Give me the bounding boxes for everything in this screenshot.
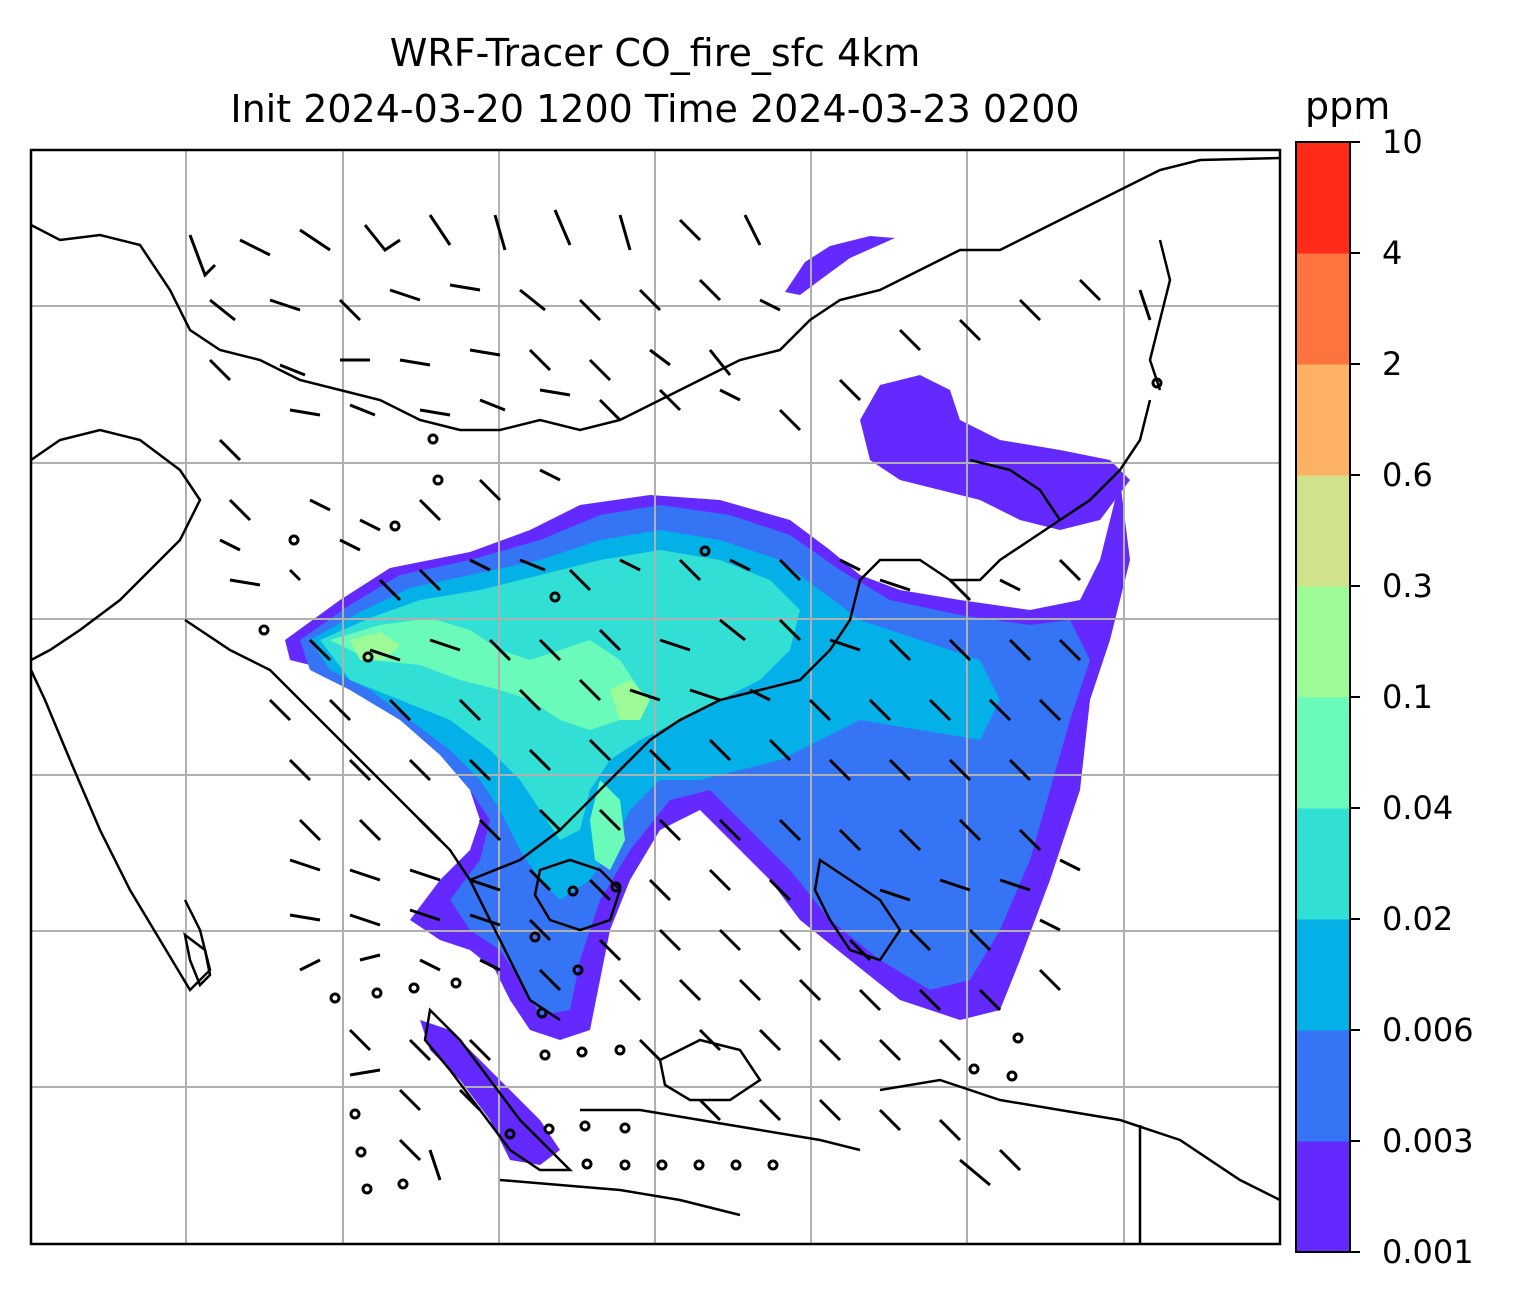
- colorbar-tick-label: 0.04: [1382, 789, 1454, 827]
- colorbar: [1295, 141, 1360, 1253]
- plume-level-1-borneo: [420, 1020, 560, 1165]
- map-frame: [29, 148, 1282, 1246]
- colorbar-unit: ppm: [1305, 84, 1391, 128]
- colorbar-tick-label: 10: [1382, 123, 1423, 161]
- colorbar-segment: [1296, 253, 1350, 365]
- colorbar-segment: [1296, 142, 1350, 254]
- plume-level-5: [330, 618, 640, 730]
- colorbar-tick-label: 0.6: [1382, 456, 1433, 494]
- colorbar-tick-label: 0.006: [1382, 1011, 1474, 1049]
- colorbar-segment: [1296, 1141, 1350, 1253]
- colorbar-tick-label: 0.1: [1382, 678, 1433, 716]
- colorbar-tick-label: 2: [1382, 345, 1403, 383]
- colorbar-tick-label: 0.003: [1382, 1122, 1474, 1160]
- colorbar-tick-label: 0.001: [1382, 1233, 1474, 1271]
- colorbar-segment: [1296, 364, 1350, 476]
- coastlines: [31, 156, 1280, 1244]
- colorbar-tick-label: 4: [1382, 234, 1403, 272]
- colorbar-segment: [1296, 919, 1350, 1031]
- colorbar-segment: [1296, 1030, 1350, 1142]
- wind-barbs: [188, 209, 1152, 1187]
- colorbar-segment: [1296, 697, 1350, 809]
- calm-markers: [258, 377, 1163, 1195]
- plume-level-1-strip: [785, 236, 895, 295]
- chart-title-line1: WRF-Tracer CO_fire_sfc 4km: [389, 31, 921, 75]
- colorbar-segment: [1296, 586, 1350, 698]
- colorbar-tick-label: 0.02: [1382, 900, 1454, 938]
- plume-level-6b: [610, 680, 650, 720]
- colorbar-tick-label: 0.3: [1382, 567, 1433, 605]
- plume-level-6: [350, 632, 400, 660]
- colorbar-segment: [1296, 475, 1350, 587]
- plume-level-1-north: [860, 375, 1130, 530]
- plume-level-5b: [590, 780, 625, 870]
- chart-title-line2: Init 2024-03-20 1200 Time 2024-03-23 020…: [230, 87, 1080, 131]
- colorbar-segment: [1296, 808, 1350, 920]
